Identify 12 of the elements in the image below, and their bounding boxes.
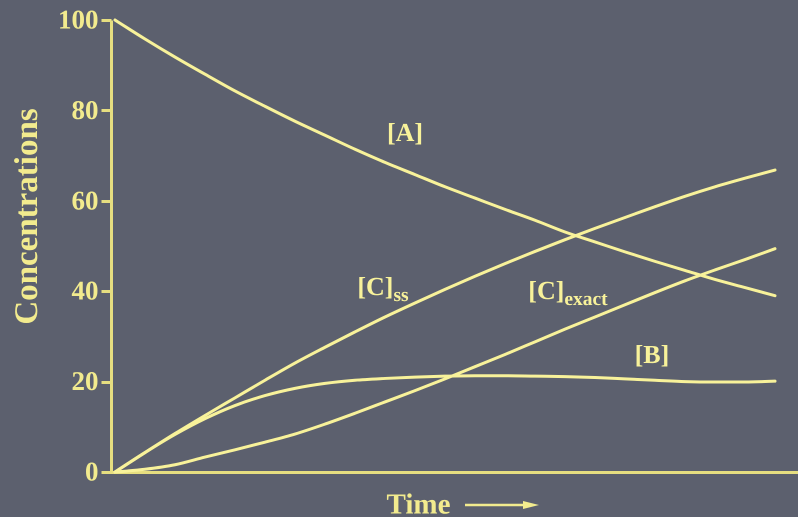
y-tick-label: 80 bbox=[72, 94, 98, 125]
y-axis-title: Concentrations bbox=[9, 108, 45, 325]
y-tick-label: 20 bbox=[72, 366, 98, 396]
y-tick-label: 0 bbox=[85, 456, 98, 486]
y-tick-label: 60 bbox=[72, 185, 98, 216]
y-tick-label: 100 bbox=[58, 4, 98, 34]
series-label: [B] bbox=[634, 340, 670, 370]
series-label: [C]$_{exact}$ bbox=[528, 276, 608, 310]
x-axis-title: Time bbox=[386, 488, 451, 517]
series-label: [A] bbox=[386, 118, 424, 148]
y-tick-label: 40 bbox=[72, 276, 98, 306]
series-label: [C]$_{ss}$ bbox=[357, 272, 409, 306]
